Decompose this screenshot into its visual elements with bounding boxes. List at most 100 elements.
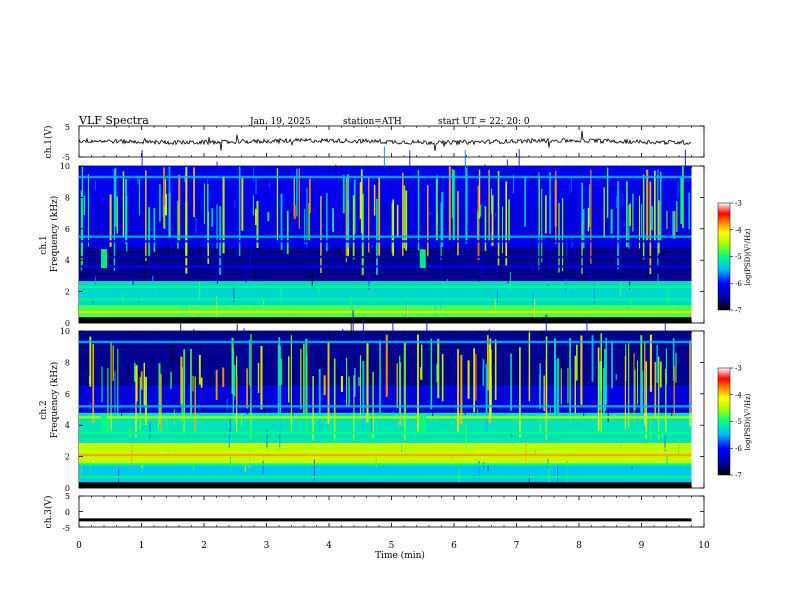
noise-speck <box>454 352 456 374</box>
sferic-line <box>497 170 500 267</box>
spectrogram-row <box>79 445 692 450</box>
sferic-line <box>519 347 521 438</box>
sferic-line <box>567 368 569 404</box>
noise-speck <box>638 278 641 281</box>
sferic-line <box>560 368 562 405</box>
noise-speck <box>464 150 466 169</box>
noise-speck <box>350 295 352 319</box>
noise-speck <box>243 328 245 351</box>
band-line <box>79 431 692 435</box>
noise-speck <box>451 453 453 460</box>
emission-patch <box>101 249 107 269</box>
noise-speck <box>89 273 91 281</box>
noise-speck <box>352 424 354 428</box>
sferic-line <box>654 170 656 243</box>
sferic-line <box>348 376 350 408</box>
noise-speck <box>94 276 97 288</box>
sferic-line <box>236 376 238 405</box>
noise-speck <box>631 465 633 470</box>
sferic-line <box>656 344 658 383</box>
low-frequency-cutoff <box>79 482 692 488</box>
noise-speck <box>262 460 264 474</box>
noise-speck <box>562 288 564 303</box>
sferic-line <box>211 208 214 227</box>
noise-speck <box>280 288 282 305</box>
sferic-line <box>582 209 585 249</box>
noise-speck <box>292 410 294 418</box>
noise-speck <box>248 449 251 469</box>
sferic-line <box>320 196 322 274</box>
noise-speck <box>310 367 312 370</box>
ch1-colorbar: -3 -4 -5 -6 -7 log(PSD)(V²/Hz) <box>717 200 752 315</box>
noise-speck <box>184 175 186 183</box>
spectrogram-row <box>79 262 692 266</box>
noise-speck <box>263 300 265 309</box>
sferic-line <box>688 192 691 230</box>
sferic-line <box>437 339 440 399</box>
noise-speck <box>631 353 634 364</box>
noise-speck <box>484 164 486 179</box>
sferic-line <box>353 375 355 441</box>
noise-speck <box>268 182 270 188</box>
ch1-ytick-bottom: -5 <box>62 153 70 162</box>
colorbar-tick-label: -6 <box>735 445 742 453</box>
noise-speck <box>426 318 428 341</box>
noise-speck <box>385 203 387 216</box>
noise-speck <box>247 308 249 313</box>
noise-speck <box>143 258 145 279</box>
sferic-line <box>440 202 442 260</box>
noise-speck <box>597 336 599 345</box>
noise-speck <box>296 258 298 264</box>
spectrogram-row <box>79 436 692 440</box>
sferic-line <box>451 169 454 218</box>
noise-speck <box>141 451 143 469</box>
noise-speck <box>506 159 509 178</box>
y-tick-label: 6 <box>65 225 70 234</box>
sferic-line <box>246 368 248 409</box>
noise-speck <box>684 149 686 172</box>
noise-speck <box>518 230 521 249</box>
noise-speck <box>440 351 442 375</box>
sferic-line <box>222 367 225 387</box>
noise-speck <box>623 221 625 227</box>
x-tick-label: 3 <box>264 541 270 551</box>
sferic-line <box>448 166 451 241</box>
ch1-spectrogram-ylabel-top: ch.1 <box>39 235 49 254</box>
spectrogram-row <box>79 397 692 401</box>
noise-speck <box>89 461 92 475</box>
sferic-line <box>158 363 161 424</box>
noise-speck <box>255 223 257 241</box>
noise-speck <box>137 175 139 184</box>
noise-speck <box>193 328 195 342</box>
noise-speck <box>666 456 668 477</box>
noise-speck <box>247 187 250 191</box>
sferic-line <box>672 211 675 237</box>
spectrogram-row <box>79 331 692 335</box>
sferic-line <box>545 195 547 234</box>
sferic-line <box>675 352 677 383</box>
ch3-waveform-frame <box>78 495 705 528</box>
sferic-line <box>491 188 493 214</box>
noise-speck <box>193 464 195 471</box>
noise-speck <box>542 177 544 187</box>
band-line <box>79 310 692 314</box>
spectrogram-row <box>79 451 692 456</box>
noise-speck <box>657 273 659 289</box>
noise-speck <box>494 299 497 314</box>
sferic-line <box>682 166 684 229</box>
noise-speck <box>362 317 365 339</box>
sferic-line <box>180 356 183 405</box>
noise-speck <box>122 363 124 377</box>
noise-speck <box>520 355 522 379</box>
sferic-line <box>484 206 487 251</box>
sferic-line <box>126 195 128 252</box>
noise-speck <box>357 355 360 358</box>
ch2-colorbar-ticks: -3 -4 -5 -6 -7 <box>730 365 742 480</box>
y-tick-label: 10 <box>60 327 70 336</box>
sferic-line <box>489 338 492 419</box>
noise-speck <box>254 269 256 279</box>
noise-speck <box>173 337 175 361</box>
noise-speck <box>352 310 354 332</box>
noise-speck <box>108 249 111 270</box>
